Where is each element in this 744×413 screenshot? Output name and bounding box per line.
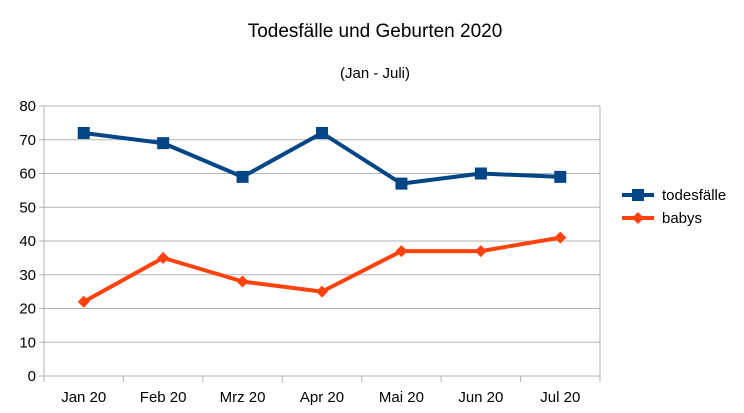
data-point xyxy=(316,285,328,298)
x-tick-label: Mrz 20 xyxy=(220,389,266,406)
data-point xyxy=(236,275,249,288)
data-point xyxy=(474,245,487,258)
legend-marker xyxy=(632,212,644,224)
data-point xyxy=(554,170,567,183)
data-point xyxy=(474,167,487,180)
x-tick-label: Jan 20 xyxy=(61,389,106,406)
legend-item: babys xyxy=(622,210,702,227)
y-tick-label: 0 xyxy=(28,368,36,385)
data-point xyxy=(554,231,567,244)
y-tick-label: 80 xyxy=(19,98,36,115)
series xyxy=(77,127,567,308)
y-tick-label: 10 xyxy=(19,334,36,351)
chart-title: Todesfälle und Geburten 2020 xyxy=(248,21,503,42)
data-point xyxy=(77,295,90,308)
legend-label: todesfälle xyxy=(662,187,726,204)
y-tick-label: 40 xyxy=(19,233,36,250)
series-1 xyxy=(77,127,567,190)
axes: 0 10 20 30 40 50 60 70 80 Jan 20 Feb 20 Mrz 20 Apr 2… xyxy=(19,98,601,406)
data-point xyxy=(316,127,328,139)
data-point xyxy=(157,137,170,150)
y-tick-label: 70 xyxy=(19,132,36,149)
series-line xyxy=(81,131,563,186)
x-tick-label: Jul 20 xyxy=(540,389,580,406)
y-tick-label: 30 xyxy=(19,267,36,284)
legend-marker xyxy=(632,189,644,201)
chart-subtitle: (Jan - Juli) xyxy=(340,65,410,82)
y-tick-label: 20 xyxy=(19,301,36,318)
x-tick-label: Mai 20 xyxy=(379,389,424,406)
data-point xyxy=(77,127,90,139)
gridlines xyxy=(44,105,601,376)
x-tick-label: Jun 20 xyxy=(458,389,503,406)
series-2 xyxy=(77,231,567,308)
y-tick-label: 50 xyxy=(19,199,36,216)
y-tick-label: 60 xyxy=(19,166,36,183)
data-point xyxy=(395,177,408,190)
legend-item: todesfälle xyxy=(622,187,726,204)
legend-label: babys xyxy=(662,210,702,227)
data-point xyxy=(157,251,170,264)
data-point xyxy=(395,245,408,258)
x-tick-label: Apr 20 xyxy=(300,389,344,406)
legend: todesfälle babys xyxy=(622,187,726,227)
data-point xyxy=(236,170,249,183)
x-tick-label: Feb 20 xyxy=(140,389,187,406)
